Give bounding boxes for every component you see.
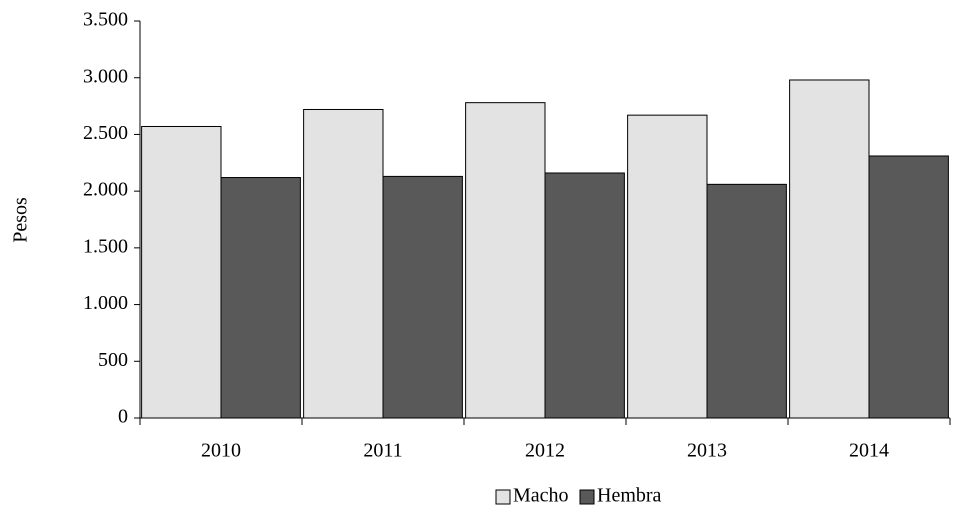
bar (303, 108, 384, 419)
y-tick-label: 2.500 (83, 122, 128, 144)
y-tick-label: 3.500 (83, 9, 128, 31)
bar (465, 102, 546, 419)
bar (141, 125, 222, 419)
x-tick-label: 2011 (363, 440, 402, 462)
x-tick-label: 2013 (687, 440, 727, 462)
bar (544, 172, 625, 419)
y-tick-label: 3.000 (83, 65, 128, 87)
bar (382, 175, 463, 419)
x-tick-label: 2012 (525, 440, 565, 462)
y-tick-label: 2.000 (83, 179, 128, 201)
legend-swatch (495, 489, 511, 505)
y-axis-label: Pesos (10, 197, 32, 243)
legend-swatch (579, 489, 595, 505)
legend-label: Macho (513, 485, 569, 507)
legend-label: Hembra (597, 485, 662, 507)
y-tick-label: 0 (118, 406, 128, 428)
bar (220, 177, 301, 419)
x-tick-label: 2014 (849, 440, 889, 462)
y-tick-label: 1.500 (83, 235, 128, 257)
bar (868, 155, 949, 419)
bar (706, 183, 787, 419)
x-tick-label: 2010 (201, 440, 241, 462)
y-tick-label: 1.000 (83, 292, 128, 314)
y-tick-label: 500 (98, 349, 128, 371)
bar (627, 114, 708, 419)
bar (789, 79, 870, 419)
